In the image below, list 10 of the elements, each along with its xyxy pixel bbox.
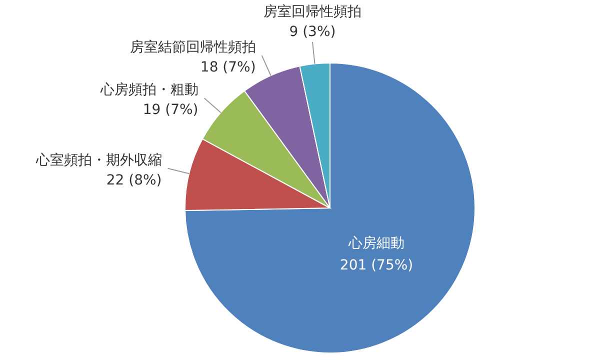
data-label: 19 (7%) <box>142 102 198 118</box>
slice-label: 心室頻拍・期外収縮 <box>34 152 162 168</box>
slice-label: 房室回帰性頻拍 <box>263 4 362 20</box>
data-label: 9 (3%) <box>289 24 336 40</box>
slice-label: 心房頻拍・粗動 <box>99 82 198 98</box>
data-label: 201 (75%) <box>340 258 414 274</box>
data-label: 18 (7%) <box>200 60 256 76</box>
slice-label: 心房細動 <box>348 236 405 252</box>
data-label: 22 (8%) <box>106 172 162 188</box>
slice-label: 房室結節回帰性頻拍 <box>130 40 256 56</box>
